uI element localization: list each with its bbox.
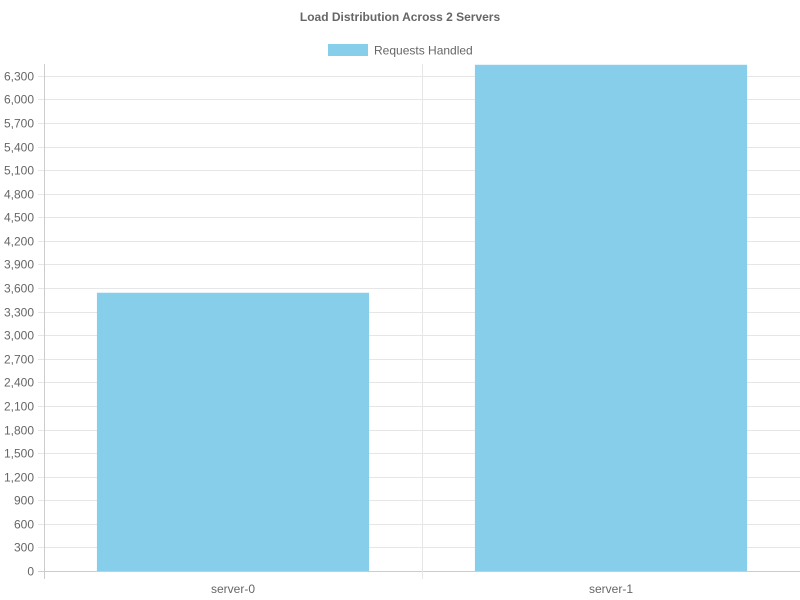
y-tick-label: 4,500 xyxy=(4,211,34,225)
bars xyxy=(96,64,748,572)
y-tick-label: 3,000 xyxy=(4,329,34,343)
legend[interactable]: Requests Handled xyxy=(328,44,473,58)
bar-server-0[interactable] xyxy=(96,292,370,571)
y-tick-label: 600 xyxy=(14,518,34,532)
y-tick-label: 1,200 xyxy=(4,471,34,485)
y-tick-label: 3,900 xyxy=(4,258,34,272)
y-tick-label: 4,200 xyxy=(4,235,34,249)
x-axis: server-0 server-1 xyxy=(211,582,633,596)
y-tick-label: 1,800 xyxy=(4,424,34,438)
y-tick-label: 0 xyxy=(27,565,34,579)
y-tick-label: 2,700 xyxy=(4,353,34,367)
y-tick-label: 5,700 xyxy=(4,117,34,131)
y-tick-label: 3,300 xyxy=(4,306,34,320)
legend-label-requests-handled: Requests Handled xyxy=(374,44,473,58)
y-tick-label: 5,400 xyxy=(4,141,34,155)
y-tick-label: 6,300 xyxy=(4,70,34,84)
y-axis: 0 300 600 900 1,200 1,500 1,800 2,100 2,400 2,700… xyxy=(4,70,34,579)
legend-swatch-requests-handled xyxy=(328,44,368,56)
x-tick-label: server-0 xyxy=(211,582,255,596)
y-tick-label: 2,100 xyxy=(4,400,34,414)
y-tick-label: 3,600 xyxy=(4,282,34,296)
bar-server-1[interactable] xyxy=(474,64,748,572)
chart-title: Load Distribution Across 2 Servers xyxy=(300,10,501,24)
x-tick-label: server-1 xyxy=(589,582,633,596)
y-tick-label: 2,400 xyxy=(4,376,34,390)
y-tick-label: 1,500 xyxy=(4,447,34,461)
y-tick-label: 4,800 xyxy=(4,188,34,202)
y-tick-label: 300 xyxy=(14,541,34,555)
y-tick-label: 6,000 xyxy=(4,93,34,107)
y-tick-label: 900 xyxy=(14,494,34,508)
y-tick-label: 5,100 xyxy=(4,164,34,178)
